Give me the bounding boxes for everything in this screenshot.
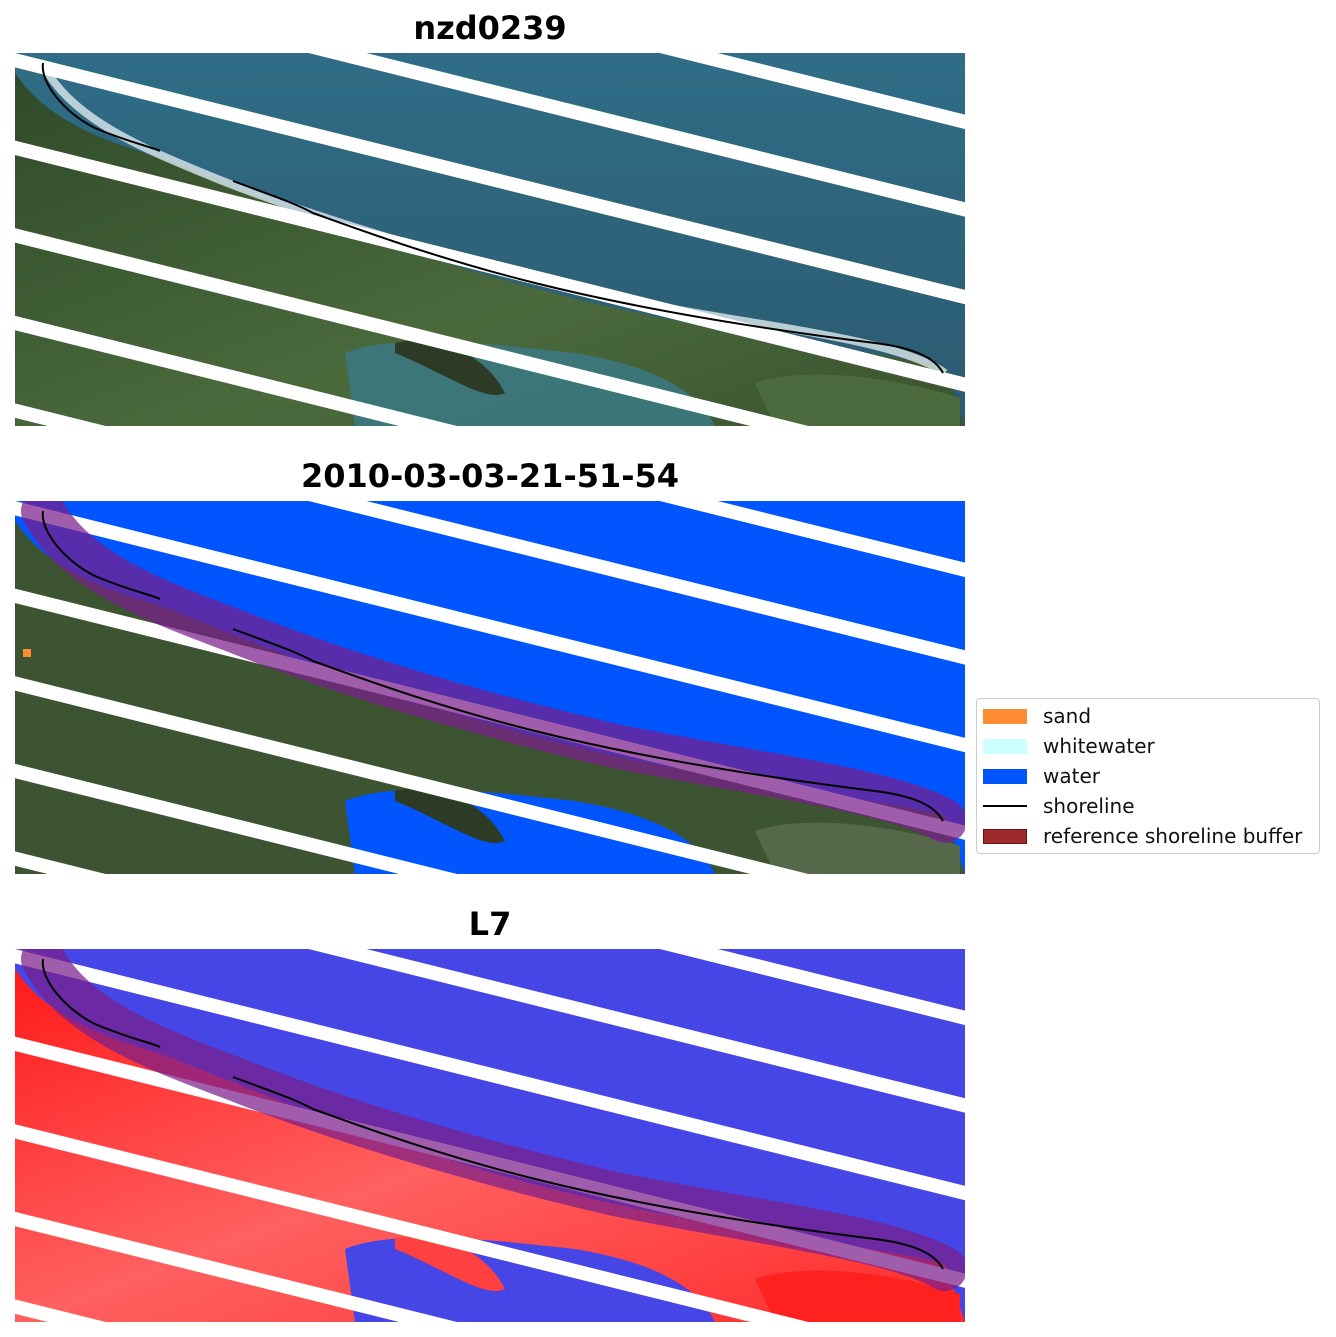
whitewater-swatch: [983, 738, 1027, 754]
legend-label-shoreline: shoreline: [1043, 794, 1135, 818]
satellite-image: [15, 53, 965, 426]
classified-image: [15, 501, 965, 874]
legend-label-sand: sand: [1043, 704, 1092, 728]
legend: sand whitewater water shoreline referenc…: [976, 698, 1320, 854]
satellite-image-panel: [15, 53, 965, 426]
legend-item-water: water: [983, 764, 1100, 788]
legend-label-whitewater: whitewater: [1043, 734, 1155, 758]
panel-title-image: nzd0239: [413, 9, 567, 47]
water-swatch: [983, 768, 1027, 784]
panel-title-date: 2010-03-03-21-51-54: [300, 457, 680, 495]
panel-title-satellite: L7: [468, 905, 512, 943]
legend-label-reference-buffer: reference shoreline buffer: [1043, 824, 1303, 848]
water-index-image: [15, 949, 965, 1322]
reference-buffer-swatch: [983, 828, 1027, 844]
classified-image-panel: [15, 501, 965, 874]
legend-item-shoreline: shoreline: [983, 794, 1135, 818]
legend-label-water: water: [1043, 764, 1100, 788]
water-index-panel: [15, 949, 965, 1322]
sand-swatch: [983, 708, 1027, 724]
shoreline-line-swatch: [983, 805, 1027, 807]
legend-item-sand: sand: [983, 704, 1092, 728]
legend-item-reference-buffer: reference shoreline buffer: [983, 824, 1303, 848]
legend-item-whitewater: whitewater: [983, 734, 1155, 758]
